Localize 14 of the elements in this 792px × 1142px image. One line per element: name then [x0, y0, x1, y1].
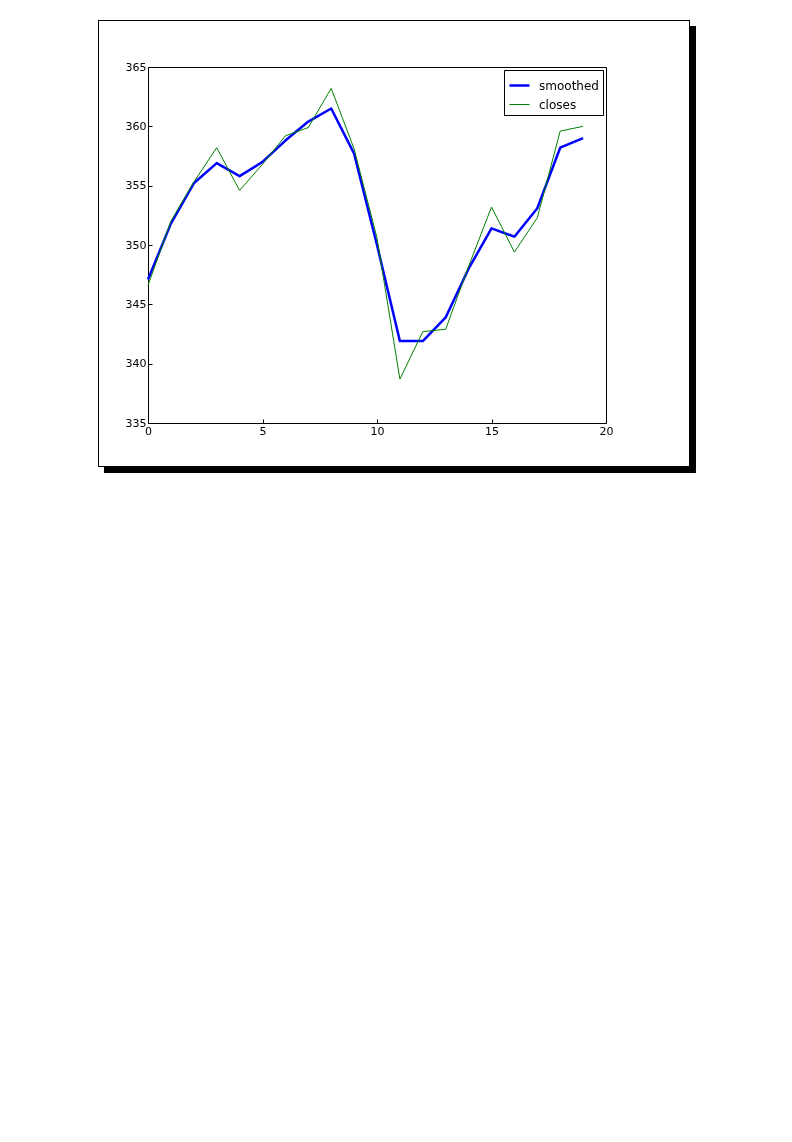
legend-label: smoothed [539, 78, 599, 93]
y-tick-label: 340 [125, 357, 147, 371]
x-tick-label: 10 [370, 424, 385, 438]
y-tick-label: 335 [125, 416, 147, 430]
y-tick-label: 355 [125, 179, 147, 193]
y-tick-label: 350 [125, 238, 147, 252]
y-tick-label: 360 [125, 119, 147, 133]
legend-label: closes [539, 97, 577, 112]
x-tick-label: 15 [485, 424, 499, 438]
x-tick-label: 0 [145, 424, 152, 438]
y-tick-label: 345 [125, 297, 147, 311]
x-tick-label: 5 [259, 424, 267, 438]
x-tick-label: 20 [599, 424, 614, 438]
y-tick-label: 365 [125, 60, 147, 74]
